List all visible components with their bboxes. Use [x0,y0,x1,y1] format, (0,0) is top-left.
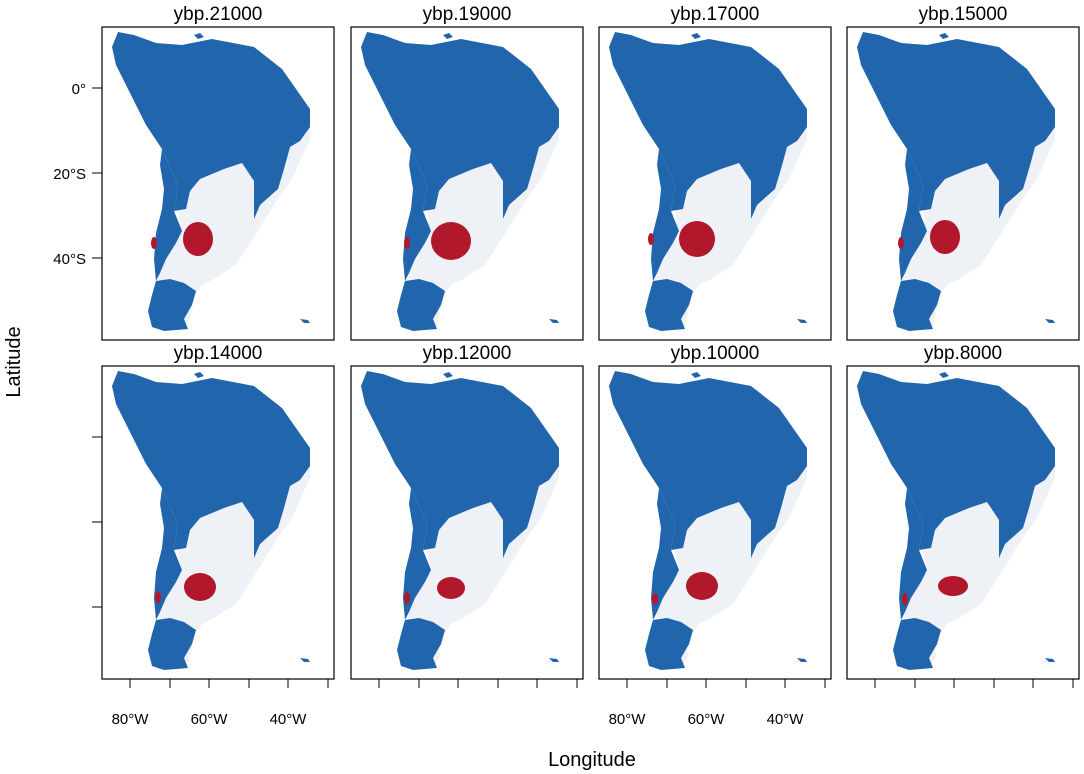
map-panel: ybp.21000 [101,4,335,341]
panel-title: ybp.10000 [671,343,760,364]
x-tick-label: 60°W [688,711,726,728]
panel-frame [846,26,1080,341]
highlight-region [184,573,216,601]
highlight-region-small [151,237,157,249]
highlight-region [938,576,968,596]
x-tick-label: 40°W [270,711,308,728]
panel-title: ybp.19000 [423,4,512,25]
continent-landmass [609,32,807,331]
panel-title: ybp.17000 [671,4,760,25]
highlight-region [431,222,471,260]
map-panel: ybp.12000 [350,343,584,680]
panel-title: ybp.12000 [423,343,512,364]
map-panel: ybp.8000 [846,343,1080,680]
continent-landmass [112,371,310,670]
y-tick-label: 0° [72,81,86,98]
x-tick-label: 80°W [112,711,150,728]
y-tick-label: 20°S [53,166,86,183]
y-tick-label: 40°S [53,251,86,268]
panel-title: ybp.14000 [174,343,263,364]
panel-title: ybp.21000 [174,4,263,25]
panel-frame [598,26,832,341]
continent-landmass [609,371,807,670]
continent-landmass [112,32,310,331]
map-panel: ybp.10000 [598,343,832,680]
highlight-region [437,577,465,599]
highlight-region-small [404,592,410,604]
panel-frame [598,365,832,680]
x-tick-label: 40°W [767,711,805,728]
continent-landmass [857,371,1055,670]
highlight-region-small [404,237,410,249]
continent-landmass [361,32,559,331]
map-panel: ybp.14000 [101,343,335,680]
highlight-region-small [898,237,904,249]
x-tick-label: 60°W [191,711,229,728]
map-panel: ybp.17000 [598,4,832,341]
panel-title: ybp.8000 [924,343,1002,364]
highlight-region-small [652,593,658,605]
panel-frame [350,365,584,680]
panel-title: ybp.15000 [919,4,1008,25]
y-axis-label: Latitude [3,326,25,397]
map-panel: ybp.15000 [846,4,1080,341]
highlight-region [183,222,213,256]
highlight-region [679,221,715,257]
x-axis-label: Longitude [548,749,636,771]
x-tick-label: 80°W [609,711,647,728]
continent-landmass [857,32,1055,331]
map-panel: ybp.19000 [350,4,584,341]
continent-landmass [361,371,559,670]
highlight-region [930,220,960,254]
panel-frame [350,26,584,341]
highlight-region-small [902,593,908,605]
highlight-region-small [648,233,654,245]
highlight-region [686,572,718,600]
panel-frame [846,365,1080,680]
highlight-region-small [155,591,161,603]
